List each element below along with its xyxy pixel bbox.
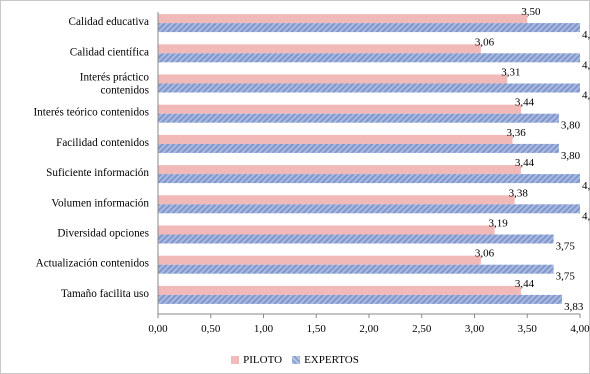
category-label-actualizacion-contenidos: Actualización contenidos [36, 258, 149, 270]
category-label-calidad-cientifica: Calidad científica [70, 46, 149, 58]
value-label-piloto-volumen-informacion: 3,38 [509, 187, 529, 199]
value-label-expertos-calidad-educativa: 4,00 [582, 29, 590, 41]
bar-expertos-suficiente-informacion [158, 174, 580, 184]
value-label-expertos-diversidad-opciones: 3,75 [556, 241, 576, 253]
x-tick-label-4: 2,00 [359, 323, 379, 335]
value-label-piloto-interes-teorico-contenidos: 3,44 [515, 97, 535, 109]
labels-group: Calidad educativa 3,50 4,00 Calidad científ… [33, 6, 590, 313]
bar-expertos-volumen-informacion [158, 204, 580, 214]
value-label-expertos-interes-practico-contenidos: 4,00 [582, 90, 590, 102]
value-label-expertos-interes-teorico-contenidos: 3,80 [561, 120, 581, 132]
x-tick-label-5: 2,50 [412, 323, 432, 335]
x-tick-label-3: 1,50 [307, 323, 327, 335]
bars-group [158, 14, 580, 304]
legend-item-piloto: PILOTO [231, 354, 282, 366]
category-label-volumen-informacion: Volumen información [51, 197, 149, 209]
legend-swatch-expertos [292, 356, 301, 364]
bar-chart: Calidad educativa 3,50 4,00 Calidad científ… [33, 6, 590, 335]
bar-piloto-tamano-facilita-uso [158, 285, 521, 295]
value-label-piloto-facilidad-contenidos: 3,36 [506, 127, 526, 139]
bar-piloto-interes-teorico-contenidos [158, 104, 521, 114]
value-label-expertos-volumen-informacion: 4,00 [582, 210, 590, 222]
bar-piloto-facilidad-contenidos [158, 134, 513, 144]
category-label-interes-teorico-contenidos: Interés teórico contenidos [33, 107, 149, 119]
bar-expertos-interes-teorico-contenidos [158, 113, 559, 123]
bar-piloto-calidad-cientifica [158, 44, 481, 54]
bar-expertos-tamano-facilita-uso [158, 294, 563, 304]
legend-label-piloto: PILOTO [243, 354, 283, 366]
category-label-facilidad-contenidos: Facilidad contenidos [56, 137, 149, 149]
value-label-piloto-diversidad-opciones: 3,19 [489, 218, 509, 230]
legend-label-expertos: EXPERTOS [304, 354, 359, 366]
bar-expertos-calidad-educativa [158, 23, 580, 33]
value-label-expertos-suficiente-informacion: 4,00 [582, 180, 590, 192]
bar-expertos-facilidad-contenidos [158, 143, 559, 153]
bar-piloto-calidad-educativa [158, 14, 528, 24]
x-tick-label-7: 3,50 [518, 323, 538, 335]
category-label-calidad-educativa: Calidad educativa [69, 16, 149, 28]
category-label-diversidad-opciones: Diversidad opciones [57, 228, 149, 240]
value-label-piloto-suficiente-informacion: 3,44 [515, 157, 535, 169]
value-label-piloto-calidad-educativa: 3,50 [521, 6, 541, 18]
value-label-piloto-calidad-cientifica: 3,06 [475, 36, 495, 48]
bar-piloto-suficiente-informacion [158, 165, 521, 175]
value-label-piloto-tamano-facilita-uso: 3,44 [515, 278, 535, 290]
legend-item-expertos: EXPERTOS [292, 354, 359, 366]
x-tick-label-1: 0,50 [201, 323, 221, 335]
category-label-interes-practico-contenidos-line2: contenidos [101, 85, 149, 97]
category-label-tamano-facilita-uso: Tamaño facilita uso [61, 288, 149, 300]
bar-piloto-diversidad-opciones [158, 225, 495, 235]
value-label-expertos-facilidad-contenidos: 3,80 [561, 150, 581, 162]
bar-piloto-volumen-informacion [158, 195, 515, 205]
bar-piloto-actualizacion-contenidos [158, 255, 481, 265]
value-label-expertos-calidad-cientifica: 4,00 [582, 59, 590, 71]
x-tick-label-6: 3,00 [465, 323, 485, 335]
value-label-piloto-actualizacion-contenidos: 3,06 [475, 248, 495, 260]
value-label-expertos-actualizacion-contenidos: 3,75 [556, 271, 576, 283]
legend-swatch-piloto [231, 356, 240, 364]
value-label-piloto-interes-practico-contenidos: 3,31 [501, 67, 520, 79]
x-axis: 0,00 0,50 1,00 1,50 2,00 2,50 3,00 3,50 4,00 [148, 12, 590, 335]
x-tick-label-2: 1,00 [254, 323, 274, 335]
bar-expertos-actualizacion-contenidos [158, 264, 554, 274]
bar-piloto-interes-practico-contenidos [158, 74, 508, 84]
bar-expertos-interes-practico-contenidos [158, 83, 580, 93]
value-label-expertos-tamano-facilita-uso: 3,83 [564, 301, 584, 313]
bar-expertos-diversidad-opciones [158, 234, 554, 244]
legend: PILOTO EXPERTOS [0, 352, 590, 368]
category-label-suficiente-informacion: Suficiente información [46, 167, 149, 179]
x-tick-label-0: 0,00 [148, 323, 168, 335]
category-label-interes-practico-contenidos-line1: Interés práctico [80, 72, 150, 84]
x-tick-label-8: 4,00 [570, 323, 590, 335]
bar-expertos-calidad-cientifica [158, 53, 580, 63]
